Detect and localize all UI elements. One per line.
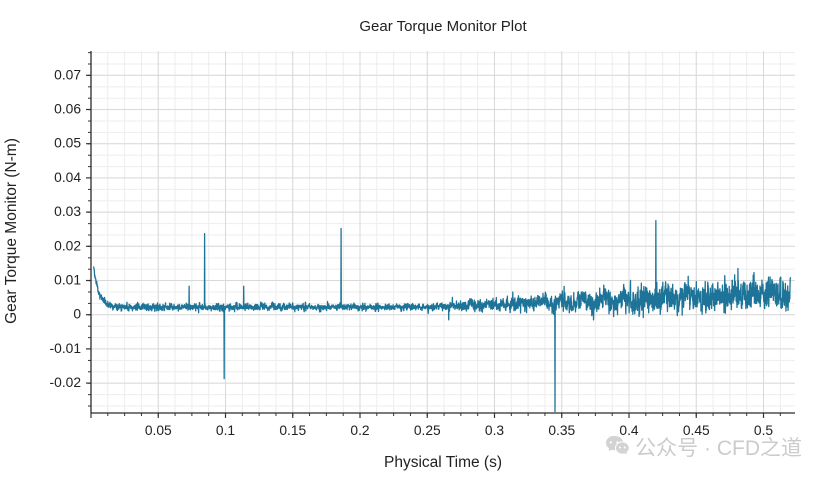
- svg-text:0.06: 0.06: [54, 102, 81, 117]
- svg-text:-0.02: -0.02: [50, 375, 81, 390]
- svg-text:0.2: 0.2: [350, 423, 369, 438]
- svg-text:0.1: 0.1: [216, 423, 235, 438]
- svg-text:0.3: 0.3: [485, 423, 505, 438]
- svg-text:0.25: 0.25: [414, 423, 441, 438]
- svg-text:0.02: 0.02: [54, 238, 81, 253]
- svg-text:0.01: 0.01: [54, 273, 81, 288]
- svg-text:0.05: 0.05: [54, 136, 81, 151]
- svg-text:0.05: 0.05: [145, 423, 172, 438]
- svg-text:-0.01: -0.01: [50, 341, 81, 356]
- svg-text:0.04: 0.04: [54, 170, 81, 185]
- svg-text:0.07: 0.07: [54, 67, 81, 82]
- svg-text:0: 0: [73, 307, 81, 322]
- svg-text:0.03: 0.03: [54, 204, 81, 219]
- svg-text:0.15: 0.15: [279, 423, 306, 438]
- svg-text:0.35: 0.35: [548, 423, 575, 438]
